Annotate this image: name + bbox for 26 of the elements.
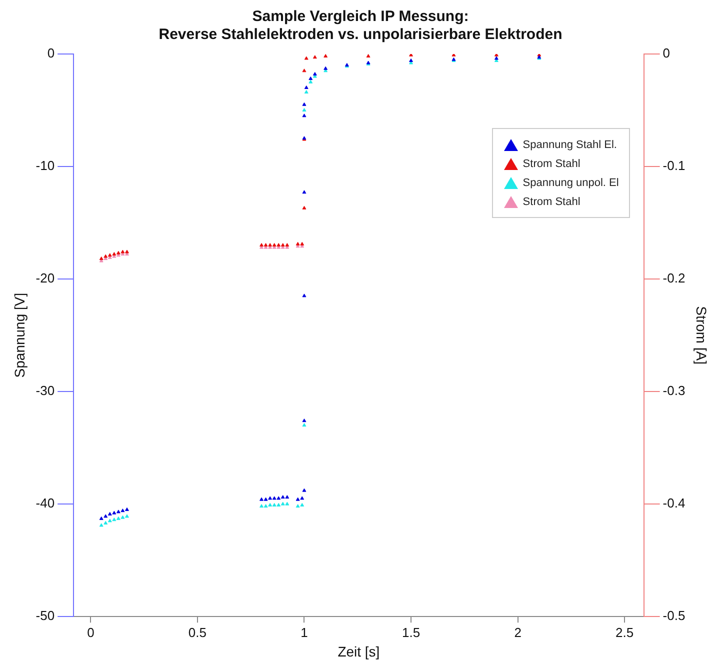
legend-label: Strom Stahl [522,158,580,170]
legend-label: Strom Stahl [522,196,580,208]
legend-label: Spannung unpol. El [522,176,619,188]
y-axis-title: Spannung [V] [11,292,28,378]
x-tick-label: 2.5 [616,624,634,640]
x-tick-label: 1.5 [402,624,420,640]
y-tick-label: -50 [36,608,55,624]
y2-tick-label: -0.2 [662,270,686,286]
y2-tick-label: -0.3 [662,383,686,398]
y-tick-label: -40 [36,496,55,511]
chart-title: Sample Vergleich IP Messung: Reverse Stahlelektroden vs. unpolarisierbare Elektroden [158,8,562,44]
y2-tick-label: 0 [662,46,670,61]
y2-axis-title: Strom [A] [694,306,710,364]
y-tick-label: -20 [36,270,55,286]
x-tick-label: 0.5 [188,624,206,640]
y2-tick-label: -0.1 [662,158,686,174]
y-tick-label: 0 [47,46,55,61]
legend-label: Spannung Stahl El. [522,138,617,150]
y-tick-label: -30 [36,383,55,398]
y2-tick-label: -0.4 [662,496,686,511]
y2-tick-label: -0.5 [662,608,686,624]
x-tick-label: 2 [514,624,522,640]
x-tick-label: 1 [300,624,308,640]
x-tick-label: 0 [87,624,94,640]
x-axis-title: Zeit [s] [338,643,380,660]
y-tick-label: -10 [36,158,55,174]
